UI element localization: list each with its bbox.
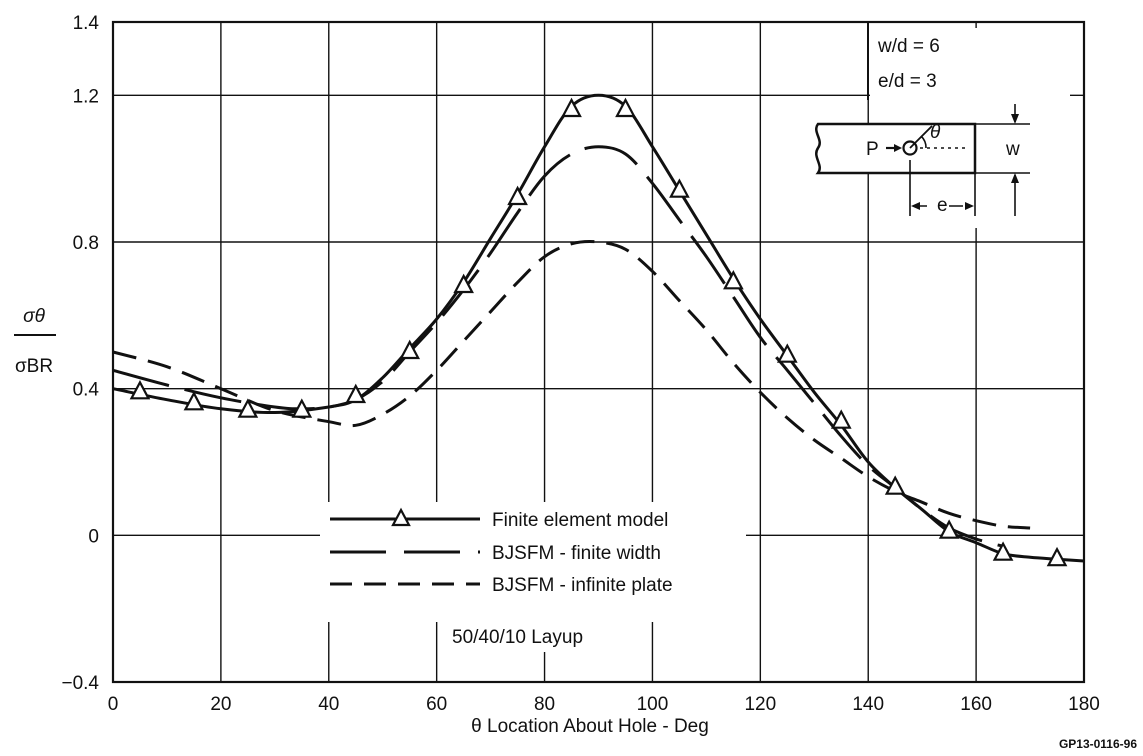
layup-label-background <box>444 620 608 652</box>
y-tick-label: 0 <box>88 526 99 547</box>
legend: Finite element model BJSFM - finite widt… <box>320 502 746 622</box>
legend-marker-fem <box>391 507 411 527</box>
sketch-angle-label: θ <box>930 122 941 143</box>
x-tick-label: 0 <box>108 694 119 715</box>
x-tick-label: 180 <box>1068 694 1100 715</box>
fem-marker <box>938 519 960 539</box>
fem-marker <box>291 398 313 418</box>
y-axis-label: σθ σBR <box>14 306 56 377</box>
x-tick-label: 60 <box>426 694 447 715</box>
fem-marker <box>345 383 367 404</box>
sketch-width-arrowhead-top <box>1011 114 1019 124</box>
figure-id: GP13-0116-96 <box>1059 737 1137 751</box>
y-tick-label: 0.8 <box>73 233 99 254</box>
y-label-numerator: σθ <box>23 306 45 327</box>
fem-marker <box>992 541 1014 561</box>
legend-label-fem: Finite element model <box>492 510 668 531</box>
legend-entry-fem: Finite element model <box>330 507 668 531</box>
fem-marker <box>1046 546 1068 567</box>
x-tick-label: 100 <box>637 694 669 715</box>
legend-entry-infinite-plate: BJSFM - infinite plate <box>330 575 673 596</box>
fem-marker <box>183 390 205 411</box>
fem-marker <box>237 398 259 418</box>
x-tick-label: 80 <box>534 694 555 715</box>
y-label-denominator: σBR <box>15 356 53 377</box>
sketch-load-label: P <box>866 139 879 160</box>
x-tick-label: 40 <box>318 694 339 715</box>
x-tick-label: 160 <box>960 694 992 715</box>
sketch-load-arrowhead <box>894 144 902 152</box>
series-line-bjsfm-infinite-plate <box>112 240 1031 530</box>
sketch-width-label: w <box>1005 139 1020 160</box>
fem-marker <box>129 379 151 400</box>
sketch-edge-label: e <box>937 195 948 216</box>
x-tick-labels: 0 20 40 60 80 100 120 140 160 180 <box>108 694 1100 715</box>
fem-marker <box>507 185 528 206</box>
specimen-annotation: w/d = 6 e/d = 3 P θ w <box>815 22 1070 228</box>
fem-marker <box>561 97 582 118</box>
specimen-sketch: P θ w e <box>815 104 1030 216</box>
fem-marker <box>399 339 421 360</box>
series-line-finite-element-model <box>112 93 1085 563</box>
legend-label-infinite-plate: BJSFM - infinite plate <box>492 575 673 596</box>
sketch-edge-arrowhead-right <box>965 202 974 210</box>
sketch-angle-arc <box>920 135 927 149</box>
fem-marker <box>615 97 636 118</box>
y-tick-label: 1.2 <box>73 86 99 107</box>
y-tick-label: 0.4 <box>73 380 100 401</box>
fem-marker <box>723 269 744 290</box>
y-tick-labels: −0.4 0 0.4 0.8 1.2 1.4 <box>61 13 99 694</box>
x-tick-label: 140 <box>852 694 884 715</box>
legend-label-finite-width: BJSFM - finite width <box>492 543 661 564</box>
series-line-bjsfm-finite-width <box>112 145 1004 548</box>
x-axis-label: θ Location About Hole - Deg <box>471 716 709 737</box>
fem-marker <box>776 343 798 363</box>
y-tick-label: −0.4 <box>61 673 99 694</box>
fem-marker <box>884 475 906 495</box>
y-tick-label: 1.4 <box>73 13 100 34</box>
x-tick-label: 20 <box>210 694 231 715</box>
fem-marker <box>830 409 852 429</box>
x-tick-label: 120 <box>744 694 776 715</box>
sketch-width-arrowhead-bottom <box>1011 173 1019 183</box>
fem-marker <box>453 273 474 294</box>
fem-marker <box>669 178 690 198</box>
ratio-e-d: e/d = 3 <box>878 71 937 92</box>
sketch-edge-arrowhead-left <box>911 202 920 210</box>
legend-entry-finite-width: BJSFM - finite width <box>330 543 661 564</box>
ratio-w-d: w/d = 6 <box>877 36 940 57</box>
series-layer <box>112 93 1085 567</box>
legend-background <box>320 502 746 622</box>
layup-annotation: 50/40/10 Layup <box>452 627 583 648</box>
